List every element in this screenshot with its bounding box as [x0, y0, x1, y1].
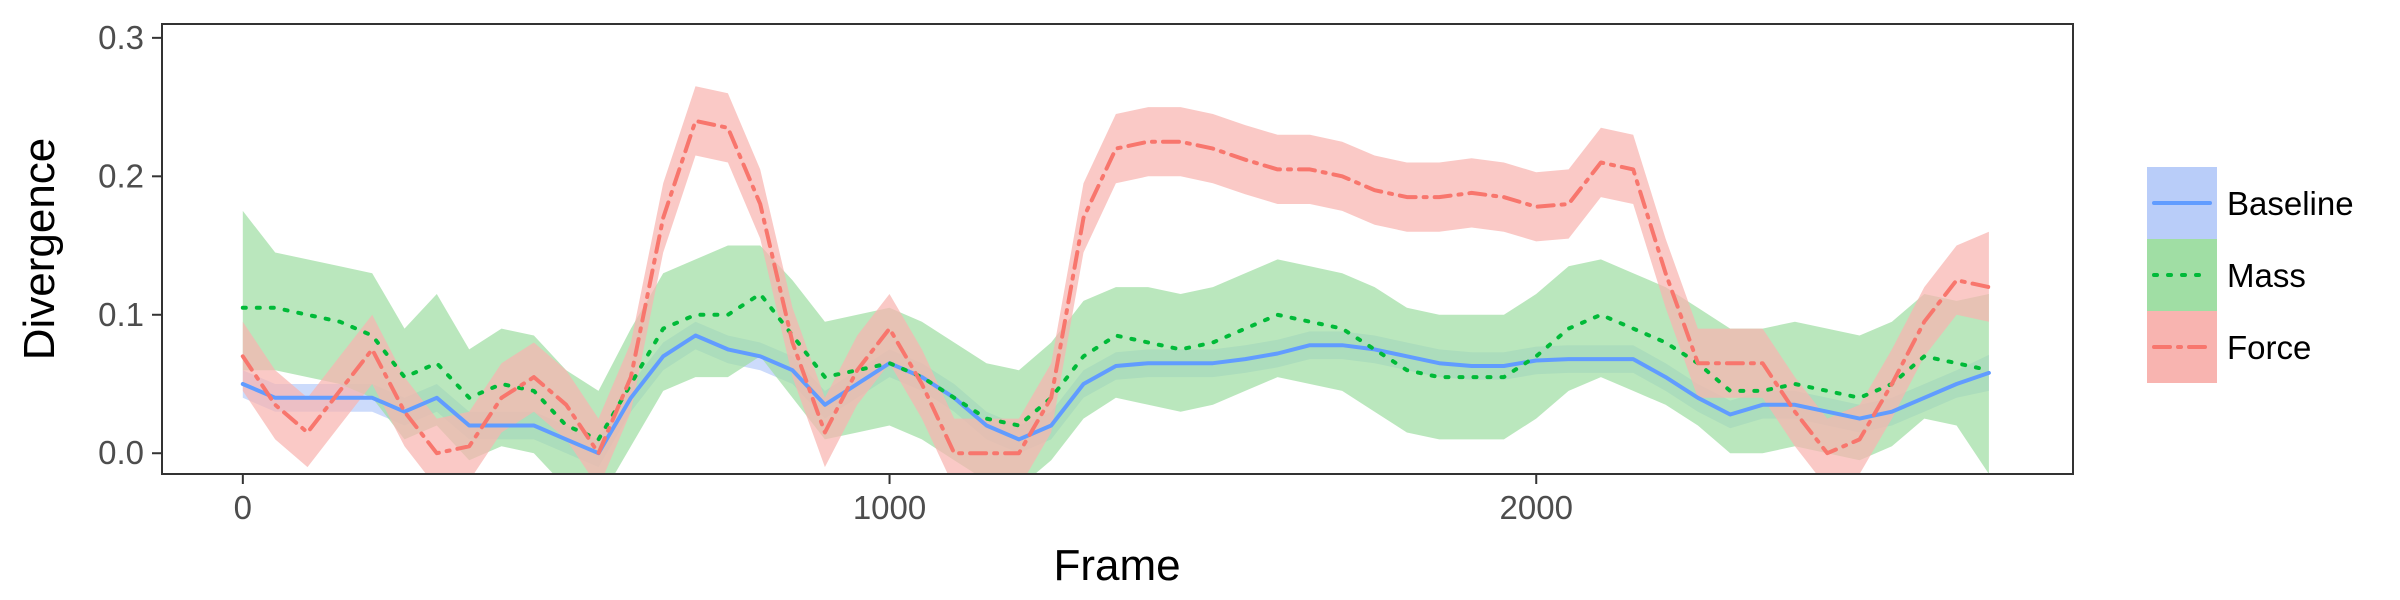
force-ribbon [242, 86, 1989, 474]
y-axis-title: Divergence [15, 138, 64, 361]
legend: Baseline Mass Force [2147, 167, 2354, 383]
force-line [240, 118, 1991, 456]
y-tick-label: 0.1 [98, 296, 144, 333]
y-tick-label: 0.3 [98, 19, 144, 56]
x-tick-label: 1000 [853, 489, 926, 526]
legend-label-baseline: Baseline [2227, 185, 2354, 222]
baseline-line [240, 333, 1991, 456]
y-tick-label: 0.2 [98, 157, 144, 194]
legend-label-mass: Mass [2227, 257, 2306, 294]
y-tick-label: 0.0 [98, 434, 144, 471]
plot-border [161, 23, 2074, 475]
legend-label-force: Force [2227, 329, 2311, 366]
mass-ribbon [242, 210, 1989, 474]
x-tick-label: 0 [234, 489, 252, 526]
series-lines [240, 118, 1991, 456]
x-axis: 0 1000 2000 [234, 474, 1573, 526]
x-tick-label: 2000 [1500, 489, 1573, 526]
y-axis: 0.0 0.1 0.2 0.3 [98, 19, 162, 471]
x-axis-title: Frame [1053, 541, 1180, 590]
